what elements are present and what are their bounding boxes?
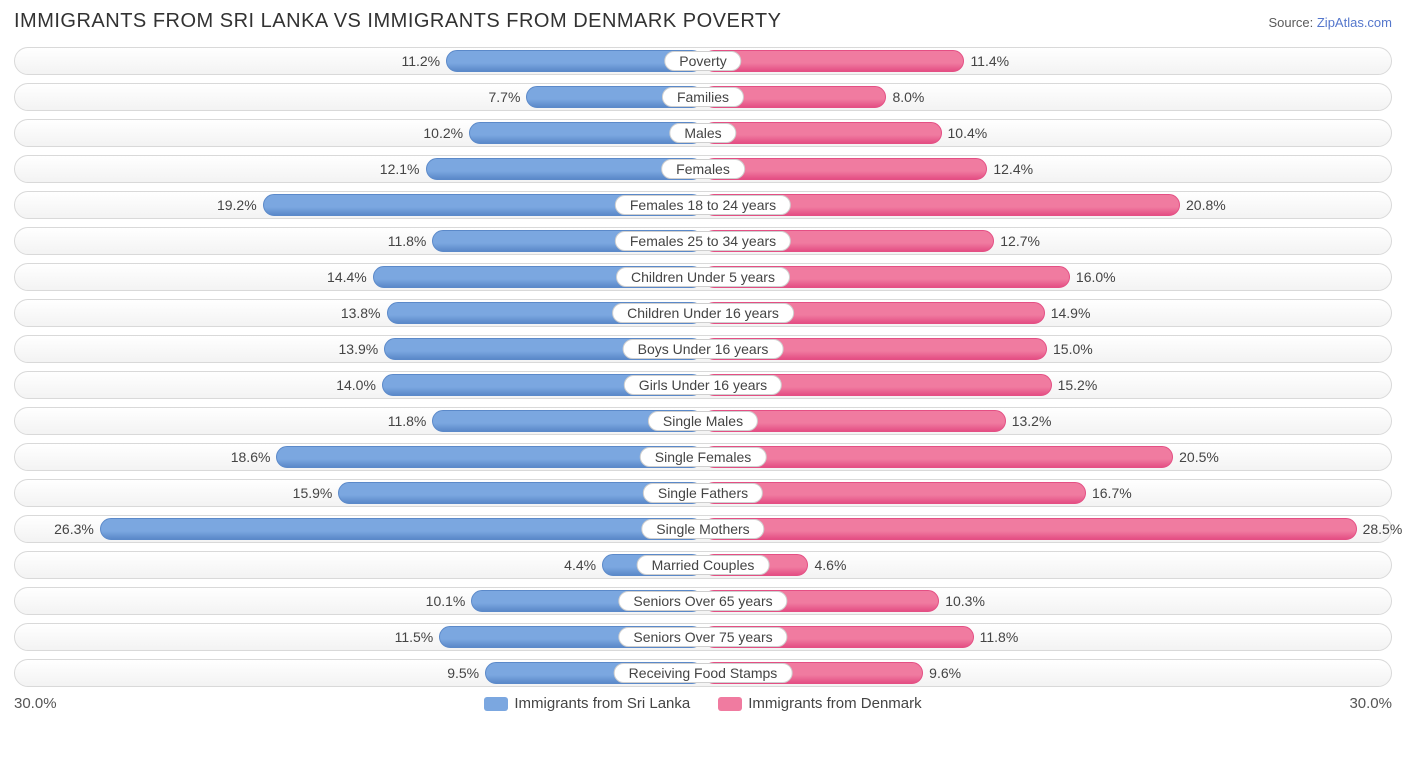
legend-item-left: Immigrants from Sri Lanka [484, 695, 690, 712]
source-link[interactable]: ZipAtlas.com [1317, 15, 1392, 30]
chart-footer: 30.0% Immigrants from Sri Lanka Immigran… [14, 695, 1392, 712]
bar-value-left: 11.8% [388, 408, 433, 434]
bar-value-right: 8.0% [886, 84, 924, 110]
legend: Immigrants from Sri Lanka Immigrants fro… [484, 695, 921, 712]
bar-value-left: 11.5% [395, 624, 440, 650]
category-pill: Females 18 to 24 years [615, 195, 791, 215]
category-pill: Females 25 to 34 years [615, 231, 791, 251]
category-pill: Children Under 5 years [616, 267, 790, 287]
category-pill: Single Males [648, 411, 758, 431]
bar-value-left: 14.4% [327, 264, 373, 290]
category-pill: Females [661, 159, 745, 179]
legend-item-right: Immigrants from Denmark [718, 695, 921, 712]
bar-right [703, 446, 1173, 468]
bar-value-right: 12.4% [987, 156, 1033, 182]
legend-swatch-right [718, 697, 742, 711]
chart-row: 19.2% 20.8% Females 18 to 24 years [14, 191, 1392, 219]
bar-left [469, 122, 703, 144]
chart-row: 12.1% 12.4% Females [14, 155, 1392, 183]
chart-row: 13.8% 14.9% Children Under 16 years [14, 299, 1392, 327]
bar-value-left: 15.9% [293, 480, 339, 506]
bar-value-right: 10.3% [939, 588, 985, 614]
bar-value-left: 18.6% [231, 444, 277, 470]
chart-header: IMMIGRANTS FROM SRI LANKA VS IMMIGRANTS … [14, 10, 1392, 33]
chart-row: 11.2% 11.4% Poverty [14, 47, 1392, 75]
bar-value-right: 12.7% [994, 228, 1040, 254]
chart-row: 13.9% 15.0% Boys Under 16 years [14, 335, 1392, 363]
bar-value-right: 9.6% [923, 660, 961, 686]
bar-value-left: 10.2% [423, 120, 469, 146]
bar-value-left: 11.2% [401, 48, 446, 74]
bar-value-right: 10.4% [942, 120, 988, 146]
category-pill: Seniors Over 65 years [618, 591, 787, 611]
category-pill: Single Mothers [641, 519, 764, 539]
category-pill: Poverty [664, 51, 741, 71]
category-pill: Girls Under 16 years [624, 375, 782, 395]
bar-value-left: 10.1% [426, 588, 472, 614]
bar-value-right: 16.0% [1070, 264, 1116, 290]
chart-row: 10.2% 10.4% Males [14, 119, 1392, 147]
chart-row: 15.9% 16.7% Single Fathers [14, 479, 1392, 507]
chart-source: Source: ZipAtlas.com [1268, 15, 1392, 30]
bar-value-left: 13.8% [341, 300, 387, 326]
chart-row: 14.0% 15.2% Girls Under 16 years [14, 371, 1392, 399]
category-pill: Males [669, 123, 736, 143]
chart-row: 4.4% 4.6% Married Couples [14, 551, 1392, 579]
bar-value-left: 11.8% [388, 228, 433, 254]
chart-title: IMMIGRANTS FROM SRI LANKA VS IMMIGRANTS … [14, 10, 781, 33]
chart-row: 10.1% 10.3% Seniors Over 65 years [14, 587, 1392, 615]
bar-value-left: 7.7% [488, 84, 526, 110]
chart-row: 11.8% 12.7% Females 25 to 34 years [14, 227, 1392, 255]
bar-right [703, 158, 987, 180]
chart-row: 9.5% 9.6% Receiving Food Stamps [14, 659, 1392, 687]
category-pill: Boys Under 16 years [623, 339, 784, 359]
bar-value-left: 26.3% [54, 516, 100, 542]
bar-right [703, 50, 964, 72]
bar-right [703, 518, 1357, 540]
bar-value-right: 20.8% [1180, 192, 1226, 218]
bar-value-right: 20.5% [1173, 444, 1219, 470]
axis-left-label: 30.0% [14, 695, 57, 712]
chart-row: 11.8% 13.2% Single Males [14, 407, 1392, 435]
legend-label-left: Immigrants from Sri Lanka [514, 695, 690, 712]
bar-value-right: 11.4% [964, 48, 1009, 74]
bar-left [100, 518, 703, 540]
bar-value-left: 4.4% [564, 552, 602, 578]
bar-value-right: 16.7% [1086, 480, 1132, 506]
chart-row: 11.5% 11.8% Seniors Over 75 years [14, 623, 1392, 651]
chart-row: 14.4% 16.0% Children Under 5 years [14, 263, 1392, 291]
source-prefix: Source: [1268, 15, 1316, 30]
chart-row: 7.7% 8.0% Families [14, 83, 1392, 111]
chart-row: 26.3%28.5%Single Mothers [14, 515, 1392, 543]
bar-value-right: 11.8% [974, 624, 1019, 650]
bar-value-left: 9.5% [447, 660, 485, 686]
bar-right [703, 122, 942, 144]
bar-value-left: 19.2% [217, 192, 263, 218]
chart-row: 18.6% 20.5% Single Females [14, 443, 1392, 471]
category-pill: Single Females [640, 447, 767, 467]
bar-value-left: 14.0% [336, 372, 382, 398]
bar-value-right: 15.0% [1047, 336, 1093, 362]
axis-right-label: 30.0% [1349, 695, 1392, 712]
category-pill: Receiving Food Stamps [614, 663, 793, 683]
bar-value-right: 15.2% [1052, 372, 1098, 398]
bar-value-right: 28.5% [1357, 516, 1403, 542]
legend-label-right: Immigrants from Denmark [748, 695, 921, 712]
category-pill: Single Fathers [643, 483, 763, 503]
category-pill: Seniors Over 75 years [618, 627, 787, 647]
category-pill: Married Couples [637, 555, 770, 575]
bar-value-right: 4.6% [808, 552, 846, 578]
bar-value-left: 13.9% [339, 336, 385, 362]
bar-value-right: 13.2% [1006, 408, 1052, 434]
category-pill: Children Under 16 years [612, 303, 794, 323]
diverging-bar-chart: 11.2%11.4%Poverty7.7%8.0%Families10.2%10… [14, 47, 1392, 687]
bar-value-left: 12.1% [380, 156, 426, 182]
category-pill: Families [662, 87, 744, 107]
bar-value-right: 14.9% [1045, 300, 1091, 326]
legend-swatch-left [484, 697, 508, 711]
